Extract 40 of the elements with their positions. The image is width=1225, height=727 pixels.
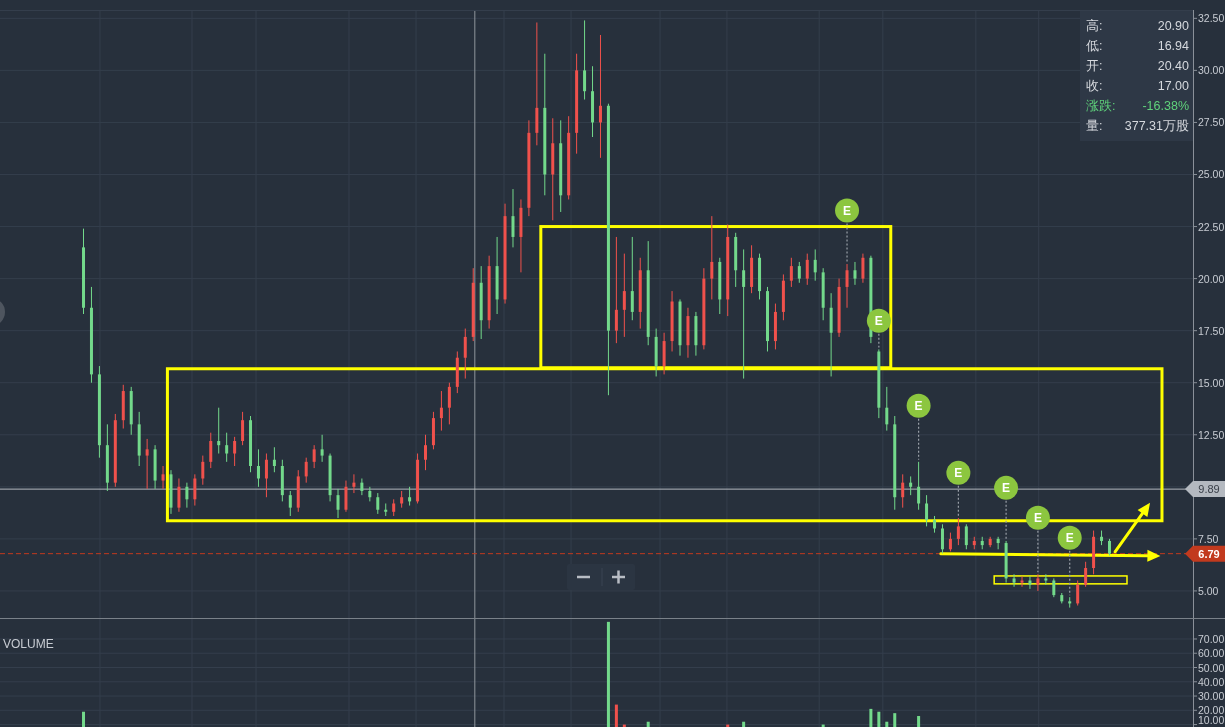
annotation: 20.40 <box>1157 59 1190 73</box>
y-tick-label: 12.50 <box>1198 428 1225 441</box>
annotation: E <box>874 313 883 328</box>
y-tick-label: 15.00 <box>1198 376 1225 389</box>
y-tick-label: 70.00 <box>1198 632 1225 645</box>
y-tick-label: 32.50 <box>1198 12 1225 25</box>
annotation: 量: <box>1086 119 1103 133</box>
y-tick-label: 20.00 <box>1198 272 1225 285</box>
annotation: 16.94 <box>1157 39 1190 53</box>
annotation: -16.38% <box>1142 99 1189 113</box>
y-tick-label: 30.00 <box>1198 64 1225 77</box>
annotation: VOLUME <box>3 637 54 651</box>
annotation: E <box>1065 530 1074 545</box>
y-tick-label: 7.50 <box>1198 532 1219 545</box>
annotation: 开: <box>1086 59 1103 73</box>
y-tick-label: 17.50 <box>1198 324 1225 337</box>
annotation: E <box>954 465 963 480</box>
y-tick-label: 20.00 <box>1198 704 1225 717</box>
annotation: E <box>1002 480 1011 495</box>
y-tick-label: 30.00 <box>1198 690 1225 703</box>
annotation: 低: <box>1086 39 1103 53</box>
y-tick-label: 60.00 <box>1198 647 1225 660</box>
annotation: 高: <box>1086 18 1103 33</box>
annotation: E <box>1033 510 1042 525</box>
y-tick-label: 27.50 <box>1198 116 1225 129</box>
y-tick-label: 5.00 <box>1198 584 1219 597</box>
annotation: E <box>914 398 923 413</box>
annotation: 17.00 <box>1157 79 1190 93</box>
y-tick-label: 10.00 <box>1198 714 1225 726</box>
annotation: 20.90 <box>1157 19 1190 33</box>
y-tick-label: 40.00 <box>1198 675 1225 688</box>
annotation: 涨跌: <box>1086 99 1116 113</box>
annotation: 377.31万股 <box>1124 119 1189 133</box>
y-tick-label: 25.00 <box>1198 168 1225 181</box>
y-tick-label: 22.50 <box>1198 220 1225 233</box>
y-tick-label: 50.00 <box>1198 661 1225 674</box>
ref-line-label: 9.89 <box>1198 483 1220 496</box>
annotation: E <box>843 203 852 218</box>
annotation: 收: <box>1086 79 1103 93</box>
ref-line-label: 6.79 <box>1198 547 1220 560</box>
